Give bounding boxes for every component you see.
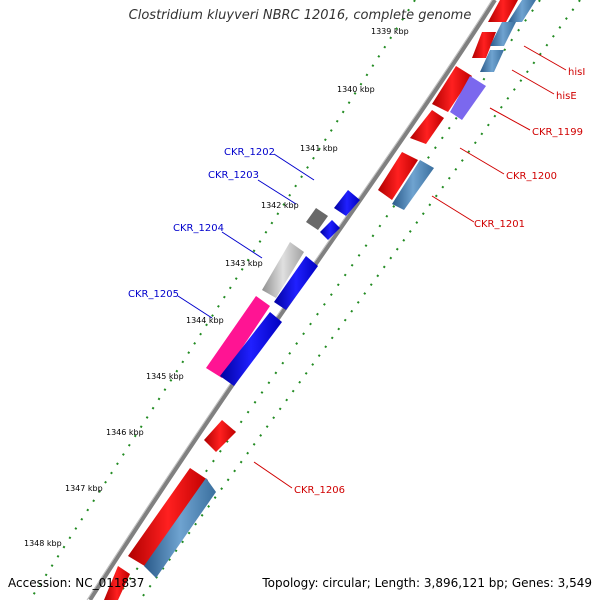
accession-text: Accession: NC_011837 — [8, 576, 145, 590]
tick-label-9: 1348 kbp — [24, 539, 62, 548]
gene-CKR_1204[interactable] — [262, 242, 304, 298]
gene-CKR_1199-red[interactable] — [432, 66, 472, 112]
tick-label-3: 1342 kbp — [261, 201, 299, 210]
reverse-genes — [206, 190, 360, 386]
ruler-dots — [29, 0, 581, 601]
right-leaders — [253, 45, 567, 489]
gene-label-CKR_1205[interactable]: CKR_1205 — [128, 289, 179, 300]
tick-label-5: 1344 kbp — [186, 316, 224, 325]
gene-CKR_1200[interactable] — [410, 110, 444, 144]
tick-label-6: 1345 kbp — [146, 372, 184, 381]
right-gene-labels: hisI hisE CKR_1199 CKR_1200 CKR_1201 CKR… — [294, 67, 585, 496]
forward-genes — [104, 0, 536, 600]
gene-red-bottom-edge[interactable] — [104, 566, 130, 600]
gene-label-CKR_1204[interactable]: CKR_1204 — [173, 223, 224, 234]
gene-CKR_1205[interactable] — [206, 296, 270, 378]
gene-label-CKR_1202[interactable]: CKR_1202 — [224, 147, 275, 158]
tick-labels: 1339 kbp 1340 kbp 1341 kbp 1342 kbp 1343… — [24, 27, 409, 548]
gene-label-CKR_1206[interactable]: CKR_1206 — [294, 485, 345, 496]
gene-label-CKR_1201[interactable]: CKR_1201 — [474, 219, 525, 230]
gene-label-CKR_1199[interactable]: CKR_1199 — [532, 127, 583, 138]
left-gene-labels: CKR_1202 CKR_1203 CKR_1204 CKR_1205 — [128, 147, 275, 300]
gene-top-red-1[interactable] — [488, 0, 518, 22]
gene-CKR_1202[interactable] — [334, 190, 360, 216]
tick-label-0: 1339 kbp — [371, 27, 409, 36]
gene-CKR_1206[interactable] — [204, 420, 236, 452]
gene-hisI-steel[interactable] — [490, 22, 516, 46]
genome-summary: Topology: circular; Length: 3,896,121 bp… — [262, 576, 592, 590]
gene-CKR_1203[interactable] — [320, 220, 340, 240]
gene-red-long-bottom[interactable] — [128, 468, 208, 568]
gene-label-hisE[interactable]: hisE — [556, 91, 577, 102]
gene-CKR_1199[interactable] — [450, 76, 486, 120]
gene-label-CKR_1200[interactable]: CKR_1200 — [506, 171, 557, 182]
tick-label-7: 1346 kbp — [106, 428, 144, 437]
tick-label-1: 1340 kbp — [337, 85, 375, 94]
tick-label-8: 1347 kbp — [65, 484, 103, 493]
left-leaders — [177, 153, 315, 319]
gene-CKR_1201[interactable] — [392, 160, 434, 210]
tick-label-4: 1343 kbp — [225, 259, 263, 268]
gene-label-hisI[interactable]: hisI — [568, 67, 585, 78]
gene-CKR_1203-gray[interactable] — [306, 208, 328, 230]
gene-CKR_1204-blue[interactable] — [274, 256, 318, 310]
tick-label-2: 1341 kbp — [300, 144, 338, 153]
gene-hisI[interactable] — [472, 32, 496, 58]
page-title: Clostridium kluyveri NBRC 12016, complet… — [128, 8, 472, 23]
gene-top-steel-1[interactable] — [508, 0, 536, 22]
gene-label-CKR_1203[interactable]: CKR_1203 — [208, 170, 259, 181]
gene-steel-long-bottom[interactable] — [144, 478, 216, 578]
gene-CKR_1201-red[interactable] — [378, 152, 418, 200]
gene-hisE[interactable] — [480, 50, 504, 72]
gene-CKR_1205-blue[interactable] — [220, 312, 282, 386]
